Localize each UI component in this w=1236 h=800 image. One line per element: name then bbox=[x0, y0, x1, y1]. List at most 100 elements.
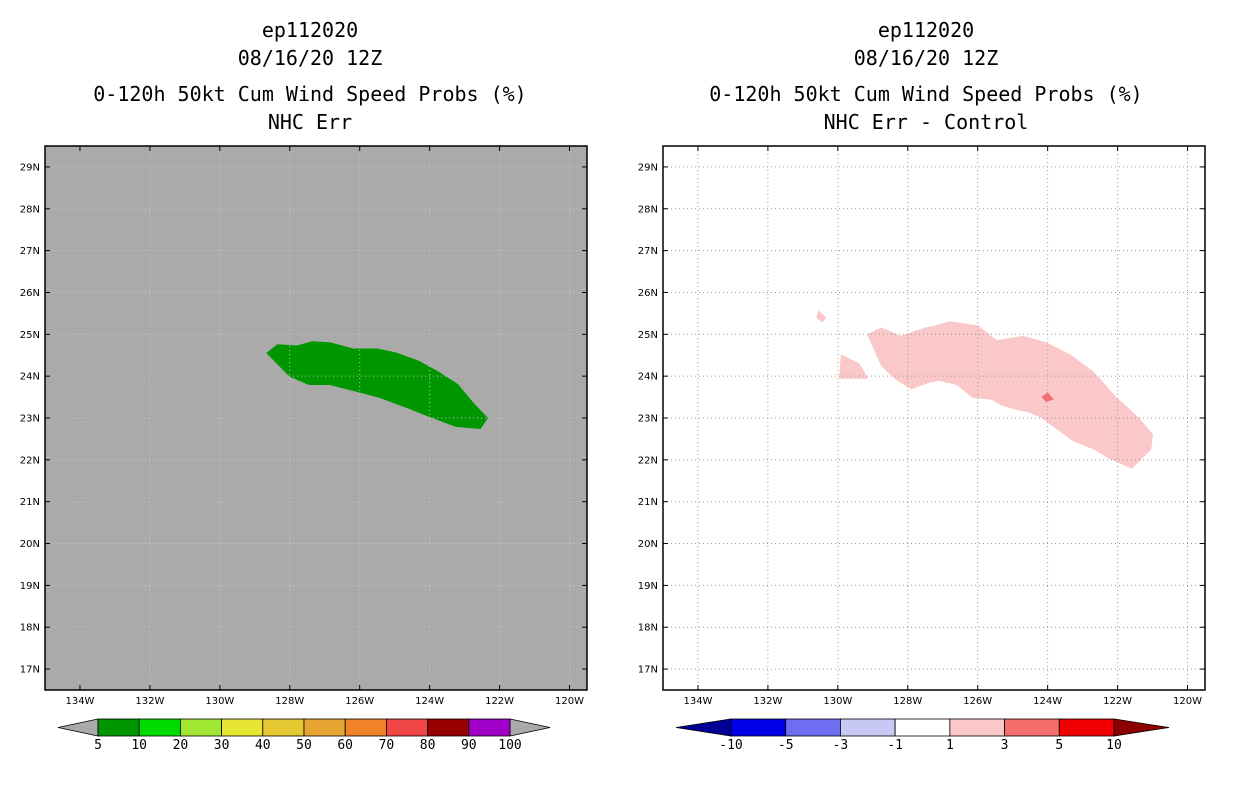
y-tick-label: 26N bbox=[20, 288, 40, 299]
colorbar-label: 100 bbox=[498, 738, 521, 753]
colorbar-label: -10 bbox=[719, 738, 742, 753]
x-tick-label: 128W bbox=[893, 696, 922, 707]
colorbar-label: 10 bbox=[1106, 738, 1122, 753]
y-tick-label: 29N bbox=[20, 162, 40, 173]
y-tick-label: 24N bbox=[638, 372, 658, 383]
init-time: 08/16/20 12Z bbox=[853, 46, 999, 70]
x-tick-label: 120W bbox=[1173, 696, 1202, 707]
colorbar-swatch bbox=[949, 718, 1005, 737]
y-tick-label: 29N bbox=[638, 162, 658, 173]
colorbar-label: 5 bbox=[94, 738, 102, 753]
x-tick-label: 128W bbox=[275, 696, 304, 707]
colorbar-label: 30 bbox=[214, 738, 230, 753]
y-tick-label: 28N bbox=[20, 204, 40, 215]
storm-id: ep112020 bbox=[261, 18, 359, 42]
probability-region bbox=[816, 310, 827, 323]
x-tick-label: 126W bbox=[345, 696, 374, 707]
colorbar-label: 90 bbox=[461, 738, 477, 753]
colorbar-label: -5 bbox=[778, 738, 794, 753]
x-tick-label: 124W bbox=[415, 696, 444, 707]
colorbar-under-arrow bbox=[57, 718, 99, 737]
y-tick-label: 24N bbox=[20, 372, 40, 383]
product-title: 0-120h 50kt Cum Wind Speed Probs (%) bbox=[93, 82, 527, 106]
colorbar-swatch bbox=[427, 718, 470, 737]
panel-subtitle: NHC Err - Control bbox=[823, 110, 1029, 134]
colorbar-over-arrow bbox=[1113, 718, 1170, 737]
y-tick-label: 23N bbox=[638, 414, 658, 425]
x-tick-label: 132W bbox=[135, 696, 164, 707]
left-panel-title: ep112020 08/16/20 12Z 0-120h 50kt Cum Wi… bbox=[30, 16, 590, 136]
x-tick-label: 122W bbox=[485, 696, 514, 707]
y-tick-label: 28N bbox=[638, 204, 658, 215]
colorbar-under-arrow bbox=[675, 718, 732, 737]
y-tick-label: 25N bbox=[20, 330, 40, 341]
right-panel-title: ep112020 08/16/20 12Z 0-120h 50kt Cum Wi… bbox=[646, 16, 1206, 136]
colorbar-swatch bbox=[1004, 718, 1060, 737]
colorbar-label: -3 bbox=[833, 738, 849, 753]
x-tick-label: 130W bbox=[823, 696, 852, 707]
y-tick-label: 23N bbox=[20, 414, 40, 425]
right-map-panel: 134W 132W 130W 128W 126W 124W 122W 120W 17N 18N 19… bbox=[638, 145, 1206, 753]
probability-region bbox=[1041, 392, 1054, 402]
colorbar-swatch bbox=[730, 718, 787, 737]
colorbar-label: 70 bbox=[379, 738, 395, 753]
colorbar-swatch bbox=[97, 718, 140, 737]
probability-region bbox=[866, 321, 1154, 469]
y-tick-label: 20N bbox=[638, 539, 658, 550]
y-tick-label: 26N bbox=[638, 288, 658, 299]
x-tick-label: 126W bbox=[963, 696, 992, 707]
y-tick-label: 21N bbox=[20, 497, 40, 508]
colorbar-swatch bbox=[468, 718, 511, 737]
left-map-panel: 134W 132W 130W 128W 126W 124W 122W 120W 17N 18N 19… bbox=[20, 145, 588, 753]
y-tick-label: 25N bbox=[638, 330, 658, 341]
colorbar: 5 10 20 30 40 50 60 70 80 90 100 bbox=[57, 718, 551, 753]
colorbar-swatch bbox=[344, 718, 387, 737]
colorbar-swatch bbox=[221, 718, 264, 737]
x-tick-label: 130W bbox=[205, 696, 234, 707]
y-tick-label: 21N bbox=[638, 497, 658, 508]
map-background bbox=[45, 146, 587, 690]
colorbar-swatch bbox=[385, 718, 428, 737]
colorbar-swatch bbox=[1058, 718, 1115, 737]
colorbar-swatch bbox=[262, 718, 305, 737]
colorbar-label: 50 bbox=[296, 738, 312, 753]
colorbar-label: 20 bbox=[173, 738, 189, 753]
y-tick-label: 18N bbox=[638, 623, 658, 634]
colorbar-swatch bbox=[785, 718, 841, 737]
colorbar-over-arrow bbox=[509, 718, 551, 737]
x-tick-label: 122W bbox=[1103, 696, 1132, 707]
y-tick-label: 17N bbox=[638, 665, 658, 676]
colorbar-swatch bbox=[179, 718, 222, 737]
y-tick-label: 27N bbox=[20, 246, 40, 257]
y-tick-label: 20N bbox=[20, 539, 40, 550]
storm-id: ep112020 bbox=[877, 18, 975, 42]
y-tick-label: 22N bbox=[638, 455, 658, 466]
init-time: 08/16/20 12Z bbox=[237, 46, 383, 70]
product-title: 0-120h 50kt Cum Wind Speed Probs (%) bbox=[709, 82, 1143, 106]
colorbar-label: 10 bbox=[131, 738, 147, 753]
x-tick-label: 132W bbox=[753, 696, 782, 707]
colorbar-label: 3 bbox=[1001, 738, 1009, 753]
colorbar-label: 60 bbox=[337, 738, 353, 753]
colorbar-swatch bbox=[138, 718, 181, 737]
colorbar-label: 5 bbox=[1055, 738, 1063, 753]
colorbar-label: -1 bbox=[887, 738, 903, 753]
y-tick-label: 17N bbox=[20, 665, 40, 676]
x-tick-label: 134W bbox=[683, 696, 712, 707]
x-tick-label: 124W bbox=[1033, 696, 1062, 707]
y-tick-label: 27N bbox=[638, 246, 658, 257]
colorbar-swatch bbox=[303, 718, 346, 737]
probability-region bbox=[839, 354, 869, 379]
colorbar-label: 40 bbox=[255, 738, 271, 753]
panel-subtitle: NHC Err bbox=[267, 110, 353, 134]
colorbar-label: 1 bbox=[946, 738, 954, 753]
colorbar-label: 80 bbox=[420, 738, 436, 753]
colorbar-swatch bbox=[894, 718, 951, 737]
y-tick-label: 22N bbox=[20, 455, 40, 466]
y-tick-label: 19N bbox=[638, 581, 658, 592]
x-tick-label: 120W bbox=[555, 696, 584, 707]
x-tick-label: 134W bbox=[65, 696, 94, 707]
colorbar-swatch bbox=[840, 718, 896, 737]
colorbar: -10 -5 -3 -1 1 3 5 10 bbox=[675, 718, 1170, 753]
